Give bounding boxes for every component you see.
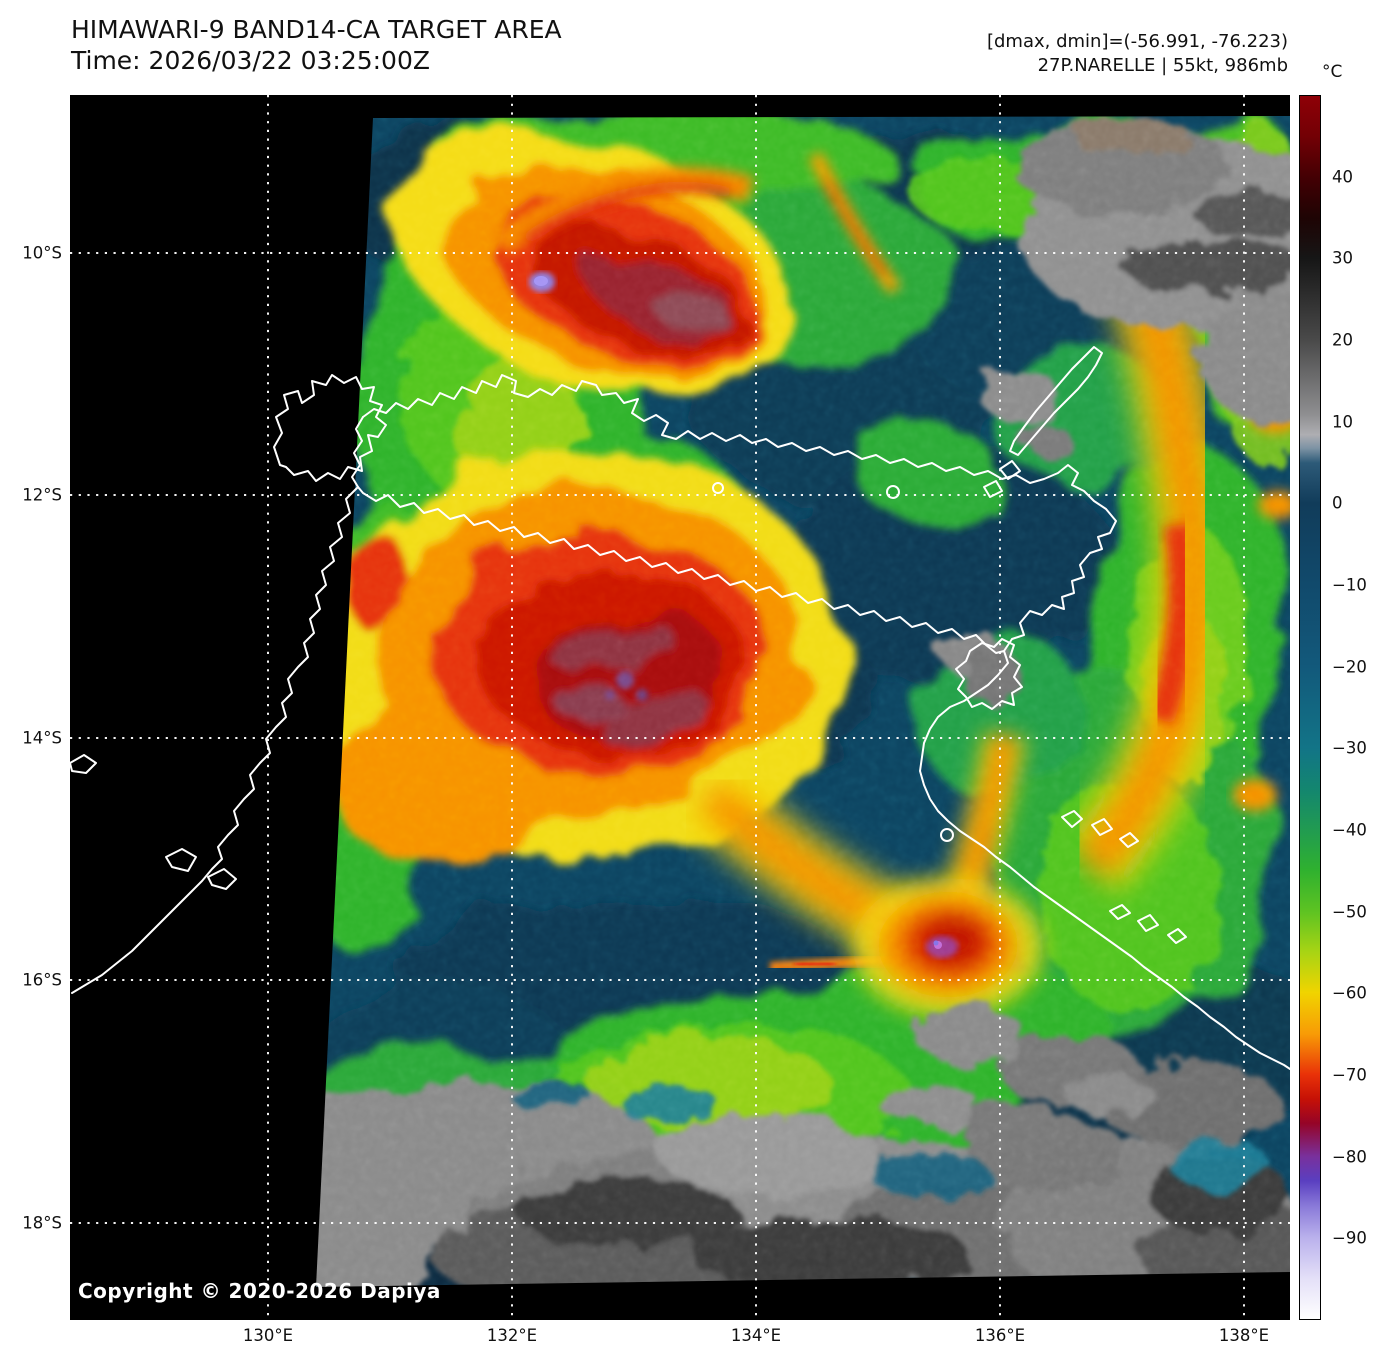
lat-tick-label: 12°S xyxy=(22,485,62,505)
colorbar-tick-label: −40 xyxy=(1332,820,1367,840)
header-right: [dmax, dmin]=(-56.991, -76.223) 27P.NARE… xyxy=(987,30,1288,79)
page-title: HIMAWARI-9 BAND14-CA TARGET AREA xyxy=(71,15,562,44)
lon-tick-label: 130°E xyxy=(242,1326,294,1345)
colorbar-tick-label: −90 xyxy=(1332,1228,1367,1248)
lat-tick-label: 10°S xyxy=(22,243,62,263)
coastline xyxy=(70,346,1290,1070)
coastline-groote-eylandt xyxy=(955,638,1023,710)
coastline-gulf-islet-1 xyxy=(165,848,197,872)
lat-tick-label: 18°S xyxy=(22,1213,62,1233)
colorbar-tick-label: 30 xyxy=(1332,248,1353,268)
lon-tick-label: 134°E xyxy=(730,1326,782,1345)
coastline-south-shore xyxy=(351,416,1005,654)
coastline-tiwi-islands xyxy=(273,374,387,482)
colorbar-tick-label: −10 xyxy=(1332,575,1367,595)
copyright-label: Copyright © 2020-2026 Dapiya xyxy=(78,1279,441,1303)
colorbar-gradient xyxy=(1299,95,1321,1320)
coastline-gulf-islet-2 xyxy=(207,868,237,890)
colorbar-tick-label: 0 xyxy=(1332,493,1343,513)
colorbar-tick-label: −70 xyxy=(1332,1065,1367,1085)
colorbar-tick-label: 20 xyxy=(1332,330,1353,350)
lon-tick-label: 136°E xyxy=(974,1326,1026,1345)
colorbar-unit-label: °C xyxy=(1322,62,1343,82)
coastline-wessel-islands xyxy=(1009,346,1103,456)
coastline-edge-fragment xyxy=(70,754,97,774)
colorbar-tick-label: −80 xyxy=(1332,1147,1367,1167)
lat-tick-label: 16°S xyxy=(22,970,62,990)
satellite-map: Copyright © 2020-2026 Dapiya xyxy=(70,95,1290,1320)
dmax-dmin-label: [dmax, dmin]=(-56.991, -76.223) xyxy=(986,31,1288,52)
storm-label: 27P.NARELLE | 55kt, 986mb xyxy=(1037,55,1288,77)
lat-tick-label: 14°S xyxy=(22,728,62,748)
colorbar-tick-label: −60 xyxy=(1332,983,1367,1003)
data-swath xyxy=(316,116,1290,1287)
coastline-north-coast xyxy=(362,374,1290,1070)
satellite-scene xyxy=(70,95,1290,1320)
colorbar-tick-label: 10 xyxy=(1332,412,1353,432)
lon-tick-label: 138°E xyxy=(1218,1326,1270,1345)
colorbar-tick-label: −30 xyxy=(1332,738,1367,758)
graticule-gridlines xyxy=(70,95,1290,1320)
timestamp-label: Time: 2026/03/22 03:25:00Z xyxy=(71,46,430,76)
colorbar-tick-label: −20 xyxy=(1332,657,1367,677)
header-left: HIMAWARI-9 BAND14-CA TARGET AREA Time: 2… xyxy=(71,14,562,77)
colorbar-tick-label: −50 xyxy=(1332,902,1367,922)
lon-tick-label: 132°E xyxy=(486,1326,538,1345)
colorbar-tick-label: 40 xyxy=(1332,167,1353,187)
coastline-west-coast xyxy=(71,486,359,994)
